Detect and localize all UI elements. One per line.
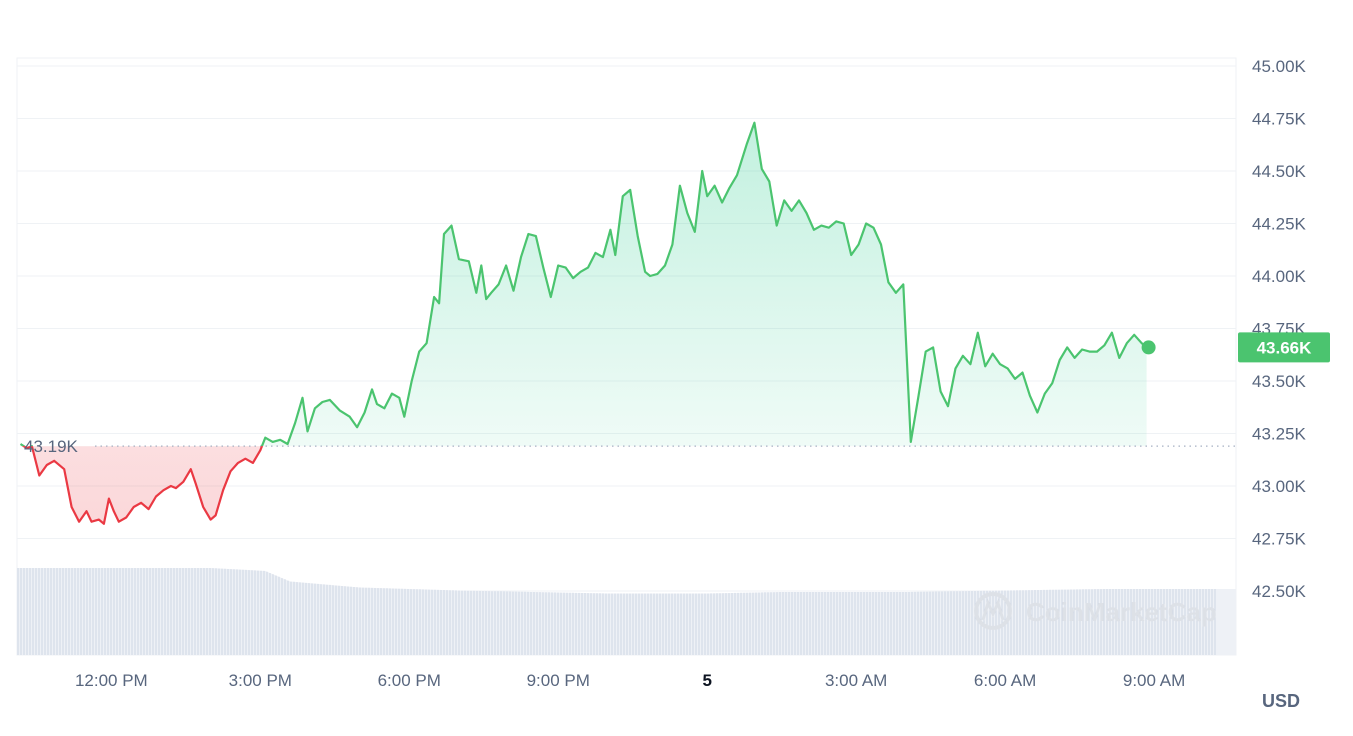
watermark: CoinMarketCap — [974, 592, 1217, 630]
reference-label: 43.19K — [24, 437, 79, 456]
y-tick-label: 42.75K — [1252, 530, 1307, 549]
current-price-dot[interactable] — [1141, 340, 1156, 355]
y-tick-label: 43.00K — [1252, 477, 1307, 496]
price-line-up[interactable] — [19, 121, 1148, 524]
reference-price-label: 43.19K — [24, 437, 79, 456]
y-tick-label: 43.50K — [1252, 372, 1307, 391]
y-tick-label: 44.00K — [1252, 267, 1307, 286]
x-tick-label: 9:00 AM — [1123, 671, 1185, 690]
y-tick-label: 42.50K — [1252, 582, 1307, 601]
price-area — [20, 122, 1147, 524]
current-price-badge-bg — [1238, 332, 1330, 363]
price-area-up — [20, 122, 1147, 447]
x-tick-label: 6:00 PM — [378, 671, 441, 690]
x-tick-label: 6:00 AM — [974, 671, 1036, 690]
volume-area — [17, 568, 1236, 655]
y-tick-label: 45.00K — [1252, 57, 1307, 76]
x-tick-label: 5 — [702, 671, 711, 690]
current-price-badge: 43.66K — [1238, 332, 1330, 363]
x-tick-label: 3:00 AM — [825, 671, 887, 690]
volume-bars — [17, 568, 1216, 655]
y-tick-label: 44.75K — [1252, 110, 1307, 129]
price-line-down[interactable] — [21, 123, 1147, 525]
coinmarketcap-logo-icon — [974, 592, 1012, 630]
current-price-badge-text: 43.66K — [1257, 338, 1313, 357]
y-tick-label: 44.25K — [1252, 215, 1307, 234]
currency-unit-label: USD — [1262, 691, 1300, 711]
watermark-text: CoinMarketCap — [1026, 597, 1217, 627]
price-line[interactable] — [19, 121, 1148, 525]
x-tick-label: 3:00 PM — [229, 671, 292, 690]
y-axis: 45.00K44.75K44.50K44.25K44.00K43.75K43.5… — [1252, 57, 1307, 601]
y-tick-label: 44.50K — [1252, 162, 1307, 181]
y-tick-label: 43.25K — [1252, 425, 1307, 444]
x-axis: 12:00 PM 3:00 PM 6:00 PM 9:00 PM 5 3:00 AM 6:0… — [75, 671, 1185, 690]
x-tick-label: 12:00 PM — [75, 671, 148, 690]
x-tick-label: 9:00 PM — [527, 671, 590, 690]
coinmarketcap-logo-mark-icon — [981, 598, 1005, 621]
